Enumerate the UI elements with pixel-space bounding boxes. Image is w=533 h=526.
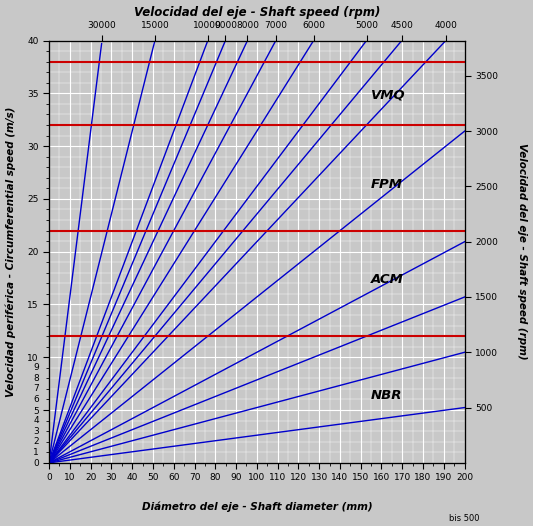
Text: 4: 4 [33, 416, 39, 425]
X-axis label: Diámetro del eje - Shaft diameter (mm): Diámetro del eje - Shaft diameter (mm) [142, 502, 372, 512]
Y-axis label: Velocidad periférica - Circumferential speed (m/s): Velocidad periférica - Circumferential s… [5, 106, 16, 397]
Y-axis label: Velocidad del eje - Shaft speed (rpm): Velocidad del eje - Shaft speed (rpm) [518, 144, 528, 360]
Text: 8: 8 [33, 374, 39, 383]
Text: 3: 3 [33, 427, 39, 436]
Text: bis 500: bis 500 [449, 513, 480, 522]
Text: 6: 6 [33, 395, 39, 404]
Text: 9: 9 [33, 363, 39, 372]
Text: 7: 7 [33, 385, 39, 393]
Text: NBR: NBR [371, 389, 402, 402]
Text: 1: 1 [33, 448, 39, 457]
X-axis label: Velocidad del eje - Shaft speed (rpm): Velocidad del eje - Shaft speed (rpm) [134, 6, 380, 18]
Text: VMQ: VMQ [371, 88, 406, 102]
Text: ACM: ACM [371, 274, 404, 286]
Text: FPM: FPM [371, 178, 403, 191]
Text: 2: 2 [33, 437, 39, 446]
